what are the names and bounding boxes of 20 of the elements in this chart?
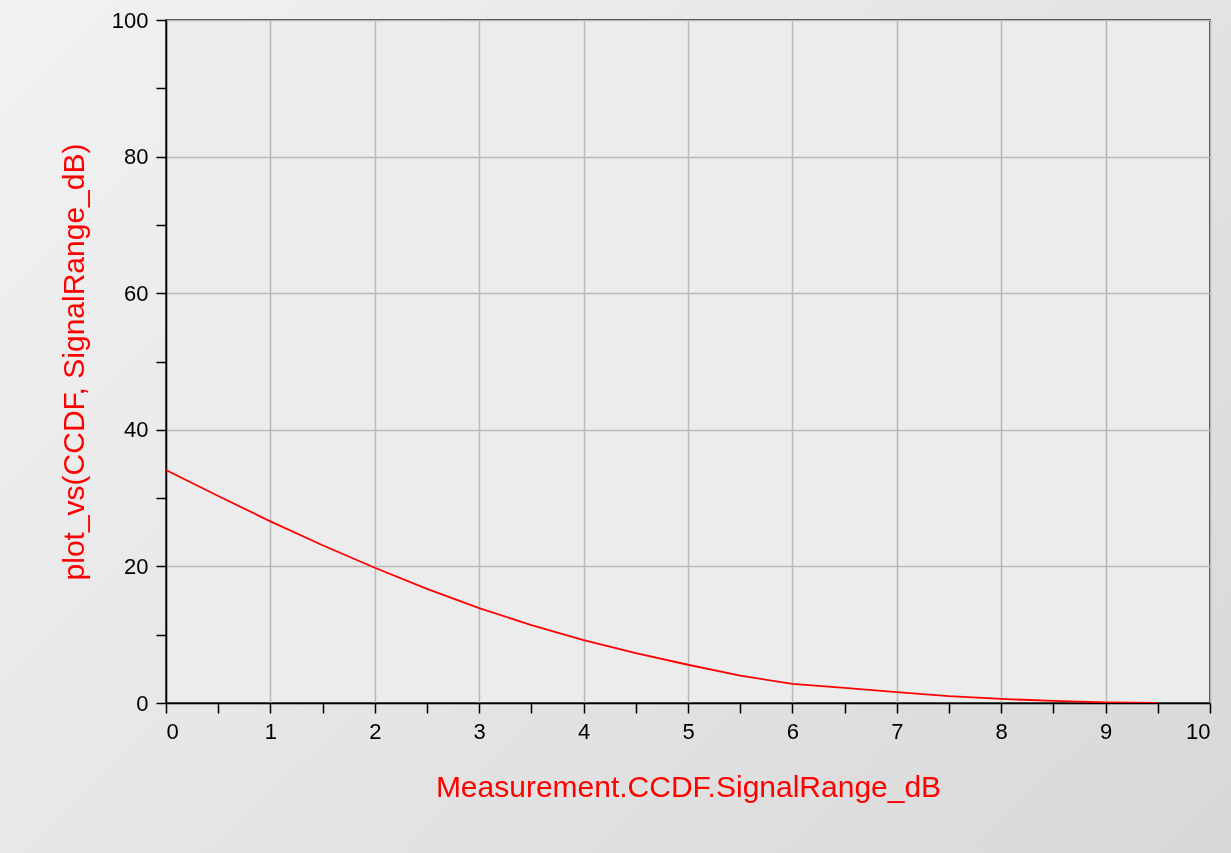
x-tick-label: 0 bbox=[166, 718, 179, 744]
x-tick-label: 3 bbox=[473, 718, 486, 744]
line-series bbox=[166, 469, 1159, 703]
x-tick-label: 7 bbox=[891, 718, 904, 744]
x-tick-label: 4 bbox=[577, 718, 591, 744]
x-axis-title: Measurement.CCDF.SignalRange_dB bbox=[435, 769, 942, 803]
y-axis-title: plot_vs(CCDF, SignalRange_dB) bbox=[56, 143, 90, 581]
y-tick-label: 80 bbox=[124, 144, 149, 170]
y-tick-label: 20 bbox=[124, 553, 149, 579]
x-tick-label: 5 bbox=[682, 718, 695, 744]
x-tick-label: 2 bbox=[369, 718, 382, 744]
x-tick-label: 6 bbox=[786, 718, 800, 744]
x-tick-label: 9 bbox=[1099, 718, 1113, 744]
x-tick-label: 10 bbox=[1186, 718, 1211, 744]
x-tick-label: 8 bbox=[995, 718, 1008, 744]
y-tick-label: 40 bbox=[124, 417, 149, 443]
x-tick-label: 1 bbox=[264, 718, 278, 744]
y-tick-label: 60 bbox=[124, 280, 149, 306]
y-tick-label: 0 bbox=[136, 690, 149, 716]
y-tick-label: 100 bbox=[111, 7, 149, 33]
